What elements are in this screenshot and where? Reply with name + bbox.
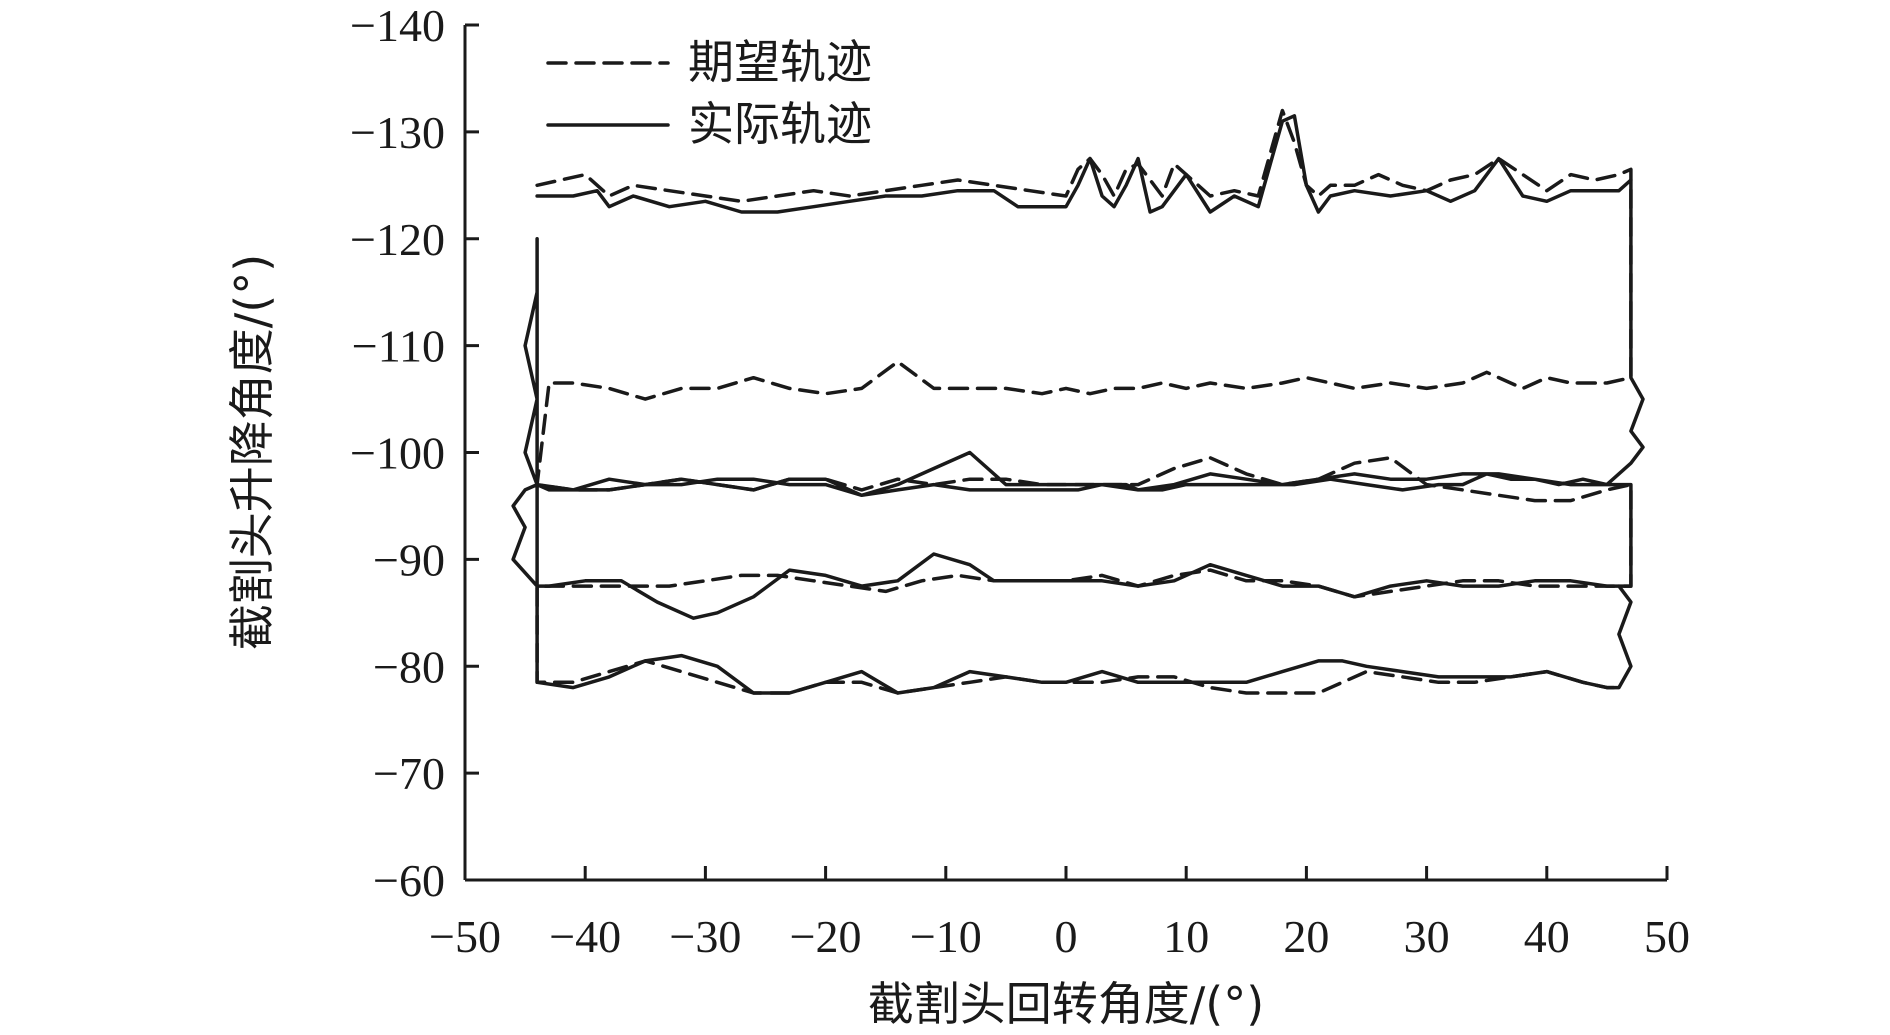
y-ticks: −140 −130 −120 −110 −100 −90 −80 −70 −60 [350,0,479,906]
series-actual-line [511,114,1645,695]
series-group [511,108,1645,695]
x-tick-label: 30 [1404,911,1450,962]
x-ticks: −50 −40 −30 −20 −10 0 10 20 30 40 50 [429,866,1690,962]
x-tick-label: 0 [1055,911,1078,962]
axes [463,25,1667,882]
y-tick-label: −130 [350,107,445,158]
y-axis-title: 截割头升降角度/(°) [225,254,279,650]
legend-label-expected: 期望轨迹 [688,35,872,89]
y-tick-label: −90 [373,534,445,585]
y-tick-label: −120 [350,214,445,265]
x-tick-label: 10 [1163,911,1209,962]
x-tick-label: −40 [549,911,621,962]
legend: 期望轨迹 实际轨迹 [546,35,872,151]
x-tick-label: −10 [910,911,982,962]
y-tick-label: −80 [373,641,445,692]
x-tick-label: −30 [669,911,741,962]
x-tick-label: 40 [1524,911,1570,962]
y-tick-label: −100 [350,428,445,479]
series-expected-line [535,108,1633,695]
x-tick-label: 50 [1644,911,1690,962]
x-tick-label: 20 [1283,911,1329,962]
x-axis-title: 截割头回转角度/(°) [868,977,1264,1031]
legend-label-actual: 实际轨迹 [688,97,872,151]
x-tick-label: −50 [429,911,501,962]
y-tick-label: −140 [350,0,445,51]
y-tick-label: −60 [373,855,445,906]
y-tick-label: −110 [352,321,445,372]
x-tick-label: −20 [790,911,862,962]
y-tick-label: −70 [373,748,445,799]
